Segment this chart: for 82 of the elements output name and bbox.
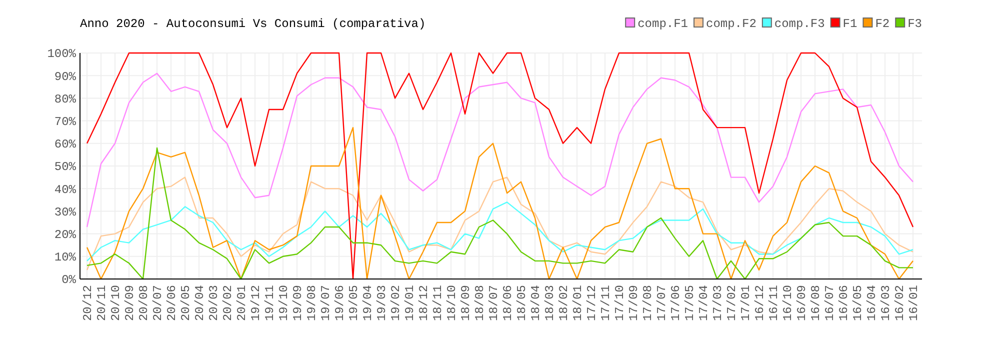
x-tick-label: 18/06 [501,285,516,322]
x-tick-label: 16/03 [879,285,894,322]
x-tick-label: 18/08 [473,285,488,322]
x-tick-label: 18/01 [571,285,586,322]
x-tick-label: 20/02 [221,285,236,322]
line-series [86,176,914,271]
x-tick-label: 18/02 [557,285,572,322]
x-tick-label: 20/04 [193,285,208,322]
chart-title: Anno 2020 - Autoconsumi Vs Consumi (comparativa) [80,17,426,31]
y-tick-label: 80% [54,92,77,106]
x-tick-label: 19/04 [361,285,376,322]
x-tick-label: 19/09 [291,285,306,322]
x-tick-label: 17/03 [711,285,726,322]
x-tick-label: 20/01 [235,285,250,322]
x-tick-label: 19/07 [319,285,334,322]
line-series [86,202,914,262]
x-tick-label: 19/02 [389,285,404,322]
x-tick-label: 16/12 [753,285,768,322]
x-tick-label: 19/11 [263,285,278,322]
x-tick-label: 16/02 [893,285,908,322]
x-tick-label: 19/08 [305,285,320,322]
legend-label: comp.F2 [706,17,756,31]
x-tick-label: 20/09 [123,285,138,322]
x-tick-label: 17/06 [669,285,684,322]
y-tick-label: 60% [54,138,77,152]
x-tick-label: 16/08 [809,285,824,322]
x-tick-label: 20/03 [207,285,222,322]
x-tick-label: 17/04 [697,285,712,322]
x-tick-label: 16/04 [865,285,880,322]
legend-label: F3 [908,17,922,31]
y-tick-label: 90% [54,70,77,84]
x-tick-label: 17/01 [739,285,754,322]
x-tick-label: 20/12 [81,285,96,322]
x-tick-label: 17/05 [683,285,698,322]
x-tick-label: 18/07 [487,285,502,322]
x-tick-label: 18/12 [417,285,432,322]
x-tick-label: 20/11 [95,285,110,322]
x-tick-label: 16/11 [767,285,782,322]
y-tick-label: 70% [54,115,77,129]
legend-label: F1 [842,17,858,31]
x-tick-label: 17/12 [585,285,600,322]
x-tick-label: 19/03 [375,285,390,322]
x-tick-label: 17/08 [641,285,656,322]
x-tick-label: 19/05 [347,285,362,322]
x-tick-label: 18/04 [529,285,544,322]
x-tick-label: 16/10 [781,285,796,322]
line-series [86,52,914,280]
y-tick-label: 20% [54,228,77,242]
y-tick-label: 40% [54,182,77,197]
line-series [86,72,914,228]
x-tick-label: 19/06 [333,285,348,322]
x-tick-label: 18/09 [459,285,474,322]
x-tick-label: 16/09 [795,285,810,322]
x-tick-label: 17/11 [599,285,614,322]
x-tick-label: 17/07 [655,285,670,322]
x-tick-label: 18/11 [431,285,446,322]
x-tick-label: 16/01 [907,285,922,322]
legend-label: F2 [875,17,890,31]
y-tick-label: 30% [54,205,77,220]
legend-label: comp.F1 [638,17,688,31]
x-tick-label: 16/06 [837,285,852,322]
x-tick-label: 19/12 [249,285,264,322]
x-tick-label: 20/07 [151,285,166,322]
x-tick-label: 20/08 [137,285,152,322]
x-tick-label: 20/10 [109,285,124,322]
x-tick-label: 17/10 [613,285,628,322]
x-tick-label: 18/03 [543,285,558,322]
x-tick-label: 18/05 [515,285,530,322]
legend-label: comp.F3 [774,17,825,31]
x-tick-label: 16/05 [851,285,866,322]
y-tick-label: 50% [54,160,77,174]
x-tick-label: 16/07 [823,285,838,322]
x-tick-label: 19/10 [277,285,292,322]
x-tick-label: 19/01 [403,285,418,322]
y-tick-label: 10% [54,250,77,265]
y-tick-label: 100% [47,47,77,62]
x-tick-label: 17/09 [627,285,642,322]
x-tick-label: 17/02 [725,285,740,322]
y-tick-label: 0% [62,273,77,288]
x-tick-label: 20/05 [179,285,194,322]
x-tick-label: 20/06 [165,285,180,322]
x-tick-label: 18/10 [445,285,460,322]
